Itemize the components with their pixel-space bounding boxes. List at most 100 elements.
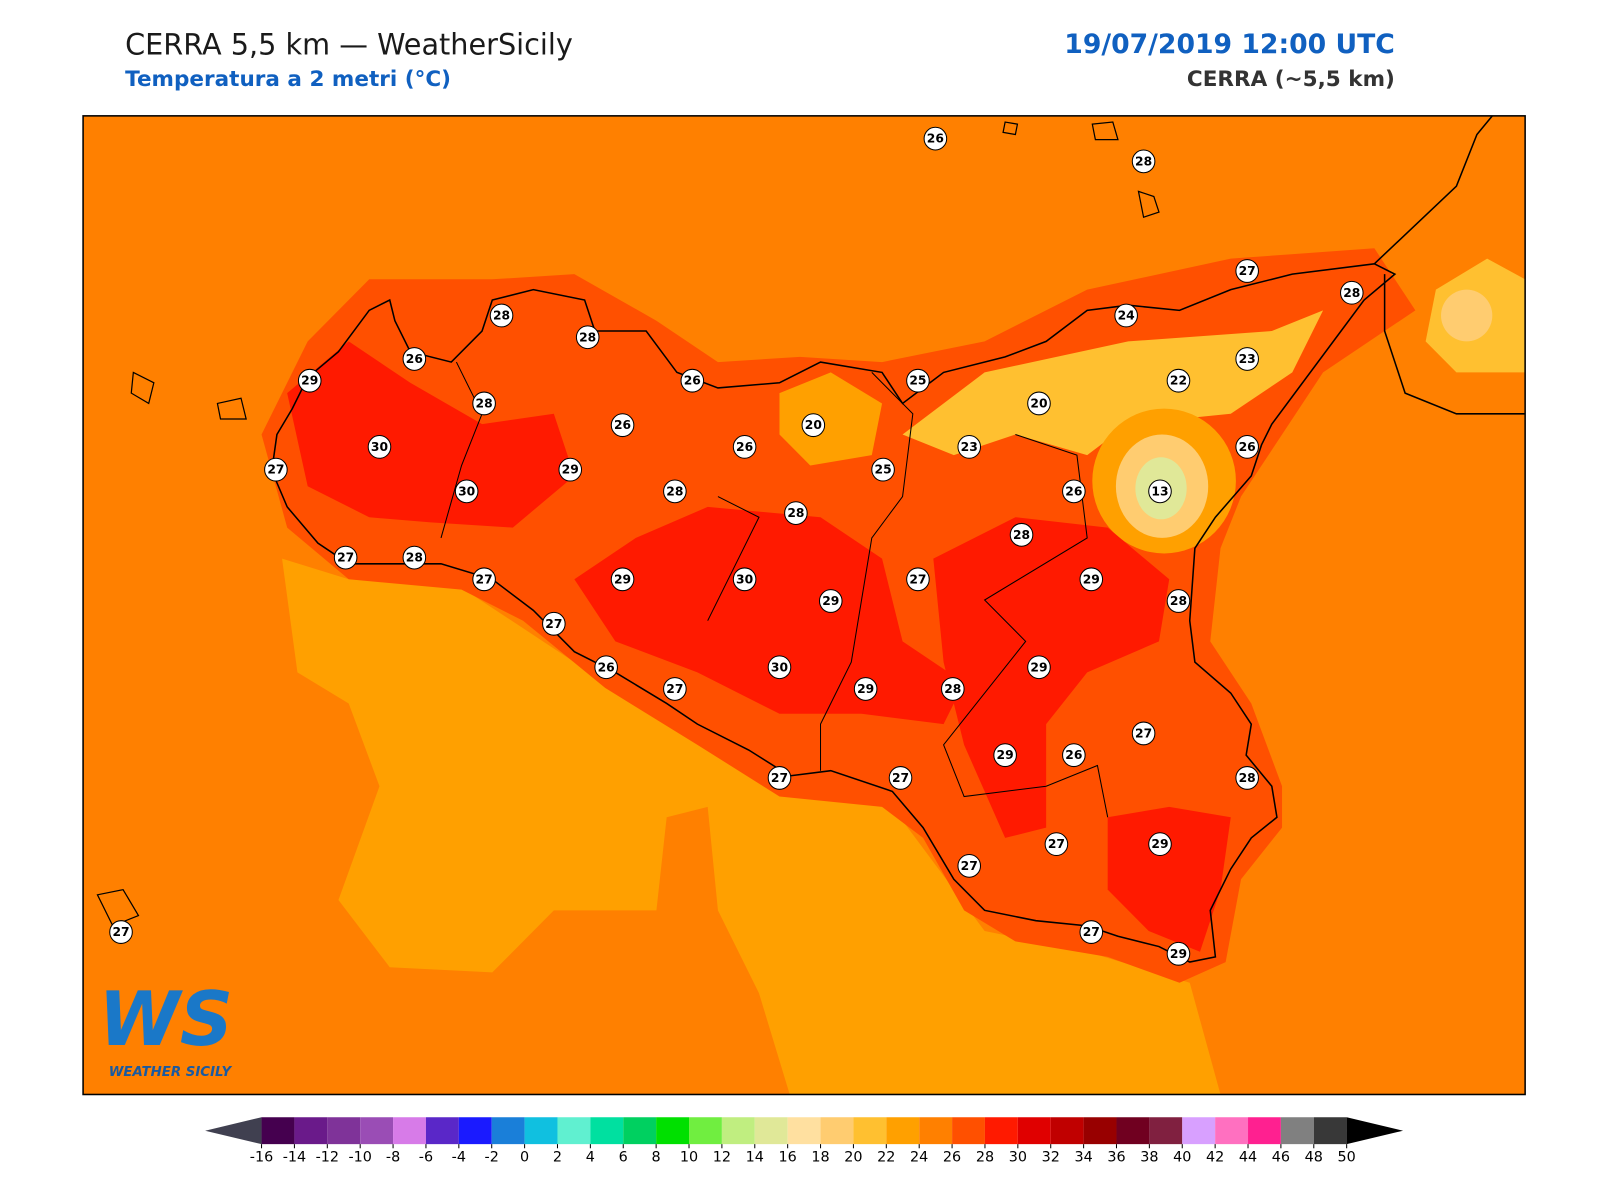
station-value: 26 [1065,484,1082,498]
station: 27 [1235,259,1259,283]
station: 20 [1027,391,1051,416]
colorbar-bin [853,1117,887,1145]
colorbar-bin [590,1117,624,1145]
stations: 26 28 27 28 24 28 28 26 23 29 26 25 22 28 20 26 20 30 26 23… [109,126,1364,966]
station-value: 27 [267,463,284,477]
station: 29 [993,743,1017,768]
colorbar-tick-label: 30 [1009,1150,1027,1166]
colorbar-tick-label: 6 [619,1150,628,1166]
station-marker [402,545,427,570]
station: 22 [1166,368,1191,393]
station-marker [732,567,757,592]
station: 30 [367,435,392,459]
station-value: 27 [1048,837,1065,851]
station-marker [558,457,583,482]
colorbar-bin [1215,1117,1249,1145]
date: 19/07/2019 12:00 UTC [1064,29,1395,60]
colorbar-bin [919,1117,953,1145]
station-marker [1114,303,1138,328]
colorbar-tick-label: 40 [1173,1150,1191,1166]
station-marker [1079,920,1104,944]
station-value: 28 [666,484,683,498]
colorbar-over [1346,1117,1404,1145]
station-value: 26 [684,374,701,388]
station-value: 27 [476,572,493,586]
station-marker [1166,589,1191,613]
colorbar-bin [294,1117,328,1145]
station-marker [610,567,635,592]
station-marker [594,655,618,680]
colorbar-bin [458,1117,492,1145]
station: 28 [472,391,496,416]
station: 26 [594,655,618,680]
station-value: 28 [1013,528,1030,542]
colorbar-tick-label: 50 [1338,1150,1356,1166]
station: 30 [732,567,757,592]
station: 29 [1027,655,1051,680]
station-value: 29 [1030,660,1047,674]
colorbar-tick-label: -4 [452,1150,466,1166]
station: 25 [906,368,930,393]
station-marker [1131,149,1156,174]
station-value: 23 [961,440,978,454]
station-marker [784,501,808,525]
station-marker [109,920,133,944]
station-marker [1235,259,1259,283]
station: 29 [1079,567,1104,592]
cool-ridge [902,310,1324,456]
colorbar-tick-label: 0 [520,1150,529,1166]
station-value: 28 [944,682,961,696]
station-marker [871,457,895,482]
colorbar-tick-label: 24 [910,1150,928,1166]
station: 30 [767,655,792,680]
colorbar-bin [491,1117,525,1145]
station-value: 28 [476,396,493,410]
station: 27 [1079,920,1104,944]
station-marker [941,677,965,701]
colorbar-tick-label: 18 [811,1150,829,1166]
subtitle: Temperatura a 2 metri (°C) [125,67,451,92]
colorbar-tick-label: -8 [386,1150,400,1166]
calabria-coast [1373,115,1526,415]
station-marker [1148,479,1172,504]
station-marker [888,766,913,790]
station: 27 [1044,832,1069,857]
colorbar-tick-label: -14 [283,1150,306,1166]
colorbar-bin [1182,1117,1216,1145]
colorbar-bin [327,1117,361,1145]
colorbar-bin [1017,1117,1051,1145]
map: 26 28 27 28 24 28 28 26 23 29 26 25 22 28 20 26 20 30 26 23… [83,115,1526,1095]
colorbar-tick-label: 38 [1140,1150,1158,1166]
colorbar-bin [623,1117,657,1145]
colorbar: -16 -14 -12 -10 -8 -6 -4 -2 0 2 4 6 8 10 12 14 16 18 20 22 2… [205,1117,1404,1166]
colorbar-tick-label: 28 [976,1150,994,1166]
station: 28 [575,325,600,350]
colorbar-bin [1050,1117,1084,1145]
colorbar-tick-label: 36 [1107,1150,1125,1166]
station: 27 [109,920,133,944]
station-value: 24 [1118,308,1136,322]
station-marker [732,435,757,459]
station: 25 [871,457,895,482]
colorbar-bin [952,1117,985,1145]
station: 27 [333,545,358,570]
station-value: 29 [301,374,318,388]
station: 30 [454,479,479,504]
station: 29 [1166,941,1191,966]
warm-sea [282,558,1221,1095]
station: 27 [957,853,982,878]
station-value: 27 [909,572,926,586]
station-value: 28 [1239,771,1256,785]
colorbar-under [205,1117,262,1145]
colorbar-bin [360,1117,394,1145]
station: 28 [1235,766,1259,790]
station: 26 [610,413,635,438]
station-marker [906,368,930,393]
station-value: 23 [1239,352,1256,366]
colorbar-tick-label: 2 [553,1150,562,1166]
station-marker [1235,766,1259,790]
calabria-core [1441,289,1493,342]
station-marker [1166,941,1191,966]
station-value: 26 [1065,748,1082,762]
